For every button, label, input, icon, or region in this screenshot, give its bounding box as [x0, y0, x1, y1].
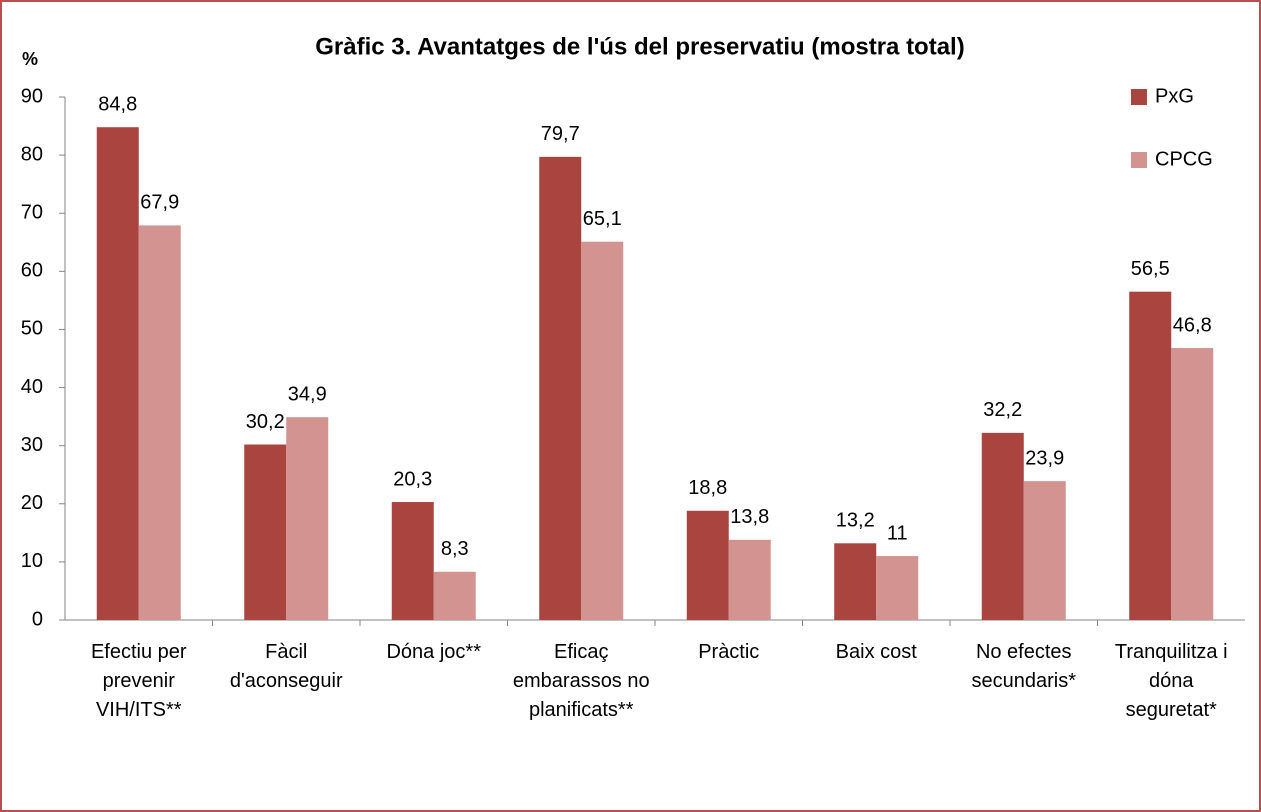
- bar: [433, 571, 476, 620]
- data-label: 65,1: [583, 208, 622, 230]
- x-tick-label: Tranquilitza i dóna seguretat*: [1114, 641, 1228, 721]
- y-tick-label: 80: [21, 143, 43, 165]
- bar: [1129, 291, 1172, 620]
- data-label: 46,8: [1173, 314, 1212, 336]
- y-tick-label: 60: [21, 260, 43, 282]
- data-label: 18,8: [688, 477, 727, 499]
- bar: [96, 127, 139, 621]
- y-tick-label: 70: [21, 202, 43, 224]
- y-axis-label: %: [22, 49, 38, 69]
- bar: [391, 502, 434, 620]
- data-label: 79,7: [541, 123, 580, 145]
- bar: [244, 444, 287, 620]
- data-label: 56,5: [1131, 258, 1170, 280]
- bar: [581, 241, 624, 621]
- bar: [539, 156, 582, 621]
- legend-swatch: [1131, 89, 1147, 105]
- data-label: 84,8: [98, 93, 137, 115]
- data-label: 23,9: [1025, 447, 1064, 469]
- data-label: 30,2: [246, 411, 285, 433]
- data-label: 32,2: [983, 399, 1022, 421]
- bar: [138, 225, 181, 621]
- bar: [286, 417, 329, 620]
- x-tick-label: Fàcil d'aconseguir: [229, 641, 343, 692]
- data-label: 34,9: [288, 383, 327, 405]
- x-tick-label: Dóna joc**: [386, 641, 481, 663]
- bar: [1171, 348, 1214, 620]
- bar: [834, 543, 877, 620]
- legend-label: CPCG: [1155, 148, 1213, 170]
- bar: [1023, 481, 1066, 620]
- chart-title: Gràfic 3. Avantatges de l'ús del preserv…: [315, 33, 964, 60]
- legend-swatch: [1131, 152, 1147, 168]
- y-tick-label: 30: [21, 434, 43, 456]
- y-tick-label: 20: [21, 492, 43, 514]
- y-tick-label: 90: [21, 85, 43, 107]
- bar: [728, 539, 771, 620]
- y-tick-label: 10: [21, 550, 43, 572]
- x-tick-label: Eficaç embarassos no planificats**: [512, 641, 650, 721]
- data-label: 67,9: [140, 192, 179, 214]
- x-tick-label: No efectes secundaris*: [971, 641, 1076, 692]
- x-tick-label: Pràctic: [698, 641, 760, 663]
- bar: [686, 510, 729, 620]
- y-tick-label: 0: [32, 608, 43, 630]
- data-label: 13,8: [730, 506, 769, 528]
- y-tick-label: 40: [21, 376, 43, 398]
- y-tick-label: 50: [21, 318, 43, 340]
- bar: [981, 432, 1024, 620]
- data-label: 20,3: [393, 468, 432, 490]
- data-label: 8,3: [441, 538, 469, 560]
- x-tick-label: Efectiu per prevenir VIH/ITS**: [90, 641, 187, 721]
- data-label: 11: [887, 522, 908, 544]
- bar: [876, 556, 919, 620]
- legend-label: PxG: [1155, 85, 1194, 107]
- x-tick-label: Baix cost: [835, 641, 917, 663]
- data-label: 13,2: [836, 510, 875, 532]
